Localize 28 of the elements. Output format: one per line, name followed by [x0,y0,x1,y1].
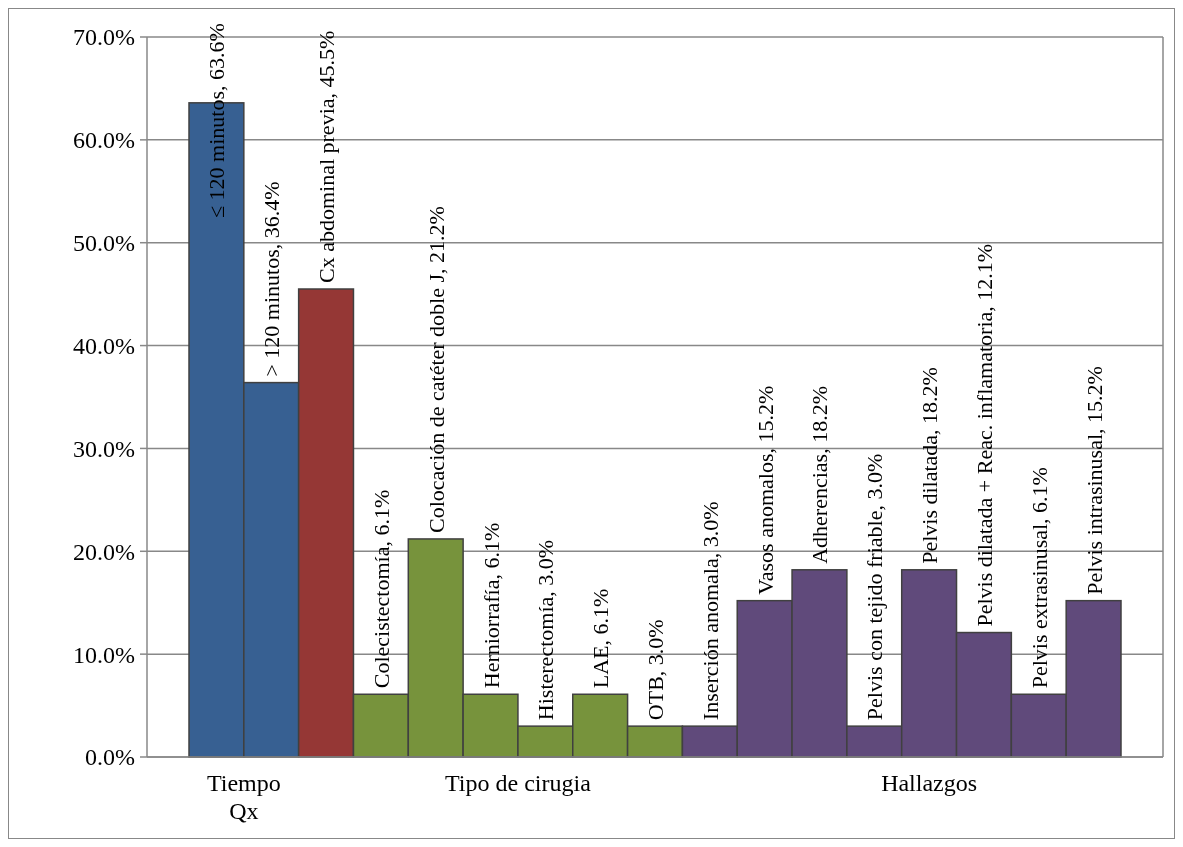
y-tick-label: 60.0% [73,127,135,154]
text: Hallazgos [881,770,978,796]
data-label: Pelvis dilatada + Reac. inflamatoria, 12.1% [971,243,997,627]
data-label: ≤ 120 minutos, 63.6% [204,23,230,218]
data-label: Colecistectomía, 6.1% [368,489,394,689]
y-tick-label: 0.0% [85,744,135,771]
y-tick-label: 70.0% [73,24,135,51]
data-label: OTB, 3.0% [643,619,668,721]
data-label: Pelvis intrasinusal, 15.2% [1081,366,1107,595]
y-tick-label: 10.0% [73,641,135,668]
data-label: Histerectomía, 3.0% [533,539,559,721]
y-tick-label: 30.0% [73,435,135,462]
data-label: Vasos anomalos, 15.2% [752,385,778,595]
text: Tipo de cirugia [445,770,592,796]
data-label: LAE, 6.1% [588,588,614,689]
data-label: > 120 minutos, 36.4% [259,181,285,377]
text: Tiempo Qx [206,770,281,824]
data-label: Pelvis dilatada, 18.2% [917,367,943,564]
data-label: Herniorrafía, 6.1% [478,522,504,689]
data-label: Adherencias, 18.2% [807,386,833,564]
data-label: Inserción anomala, 3.0% [697,501,723,721]
data-label: Cx abdominal previa, 45.5% [314,30,340,283]
y-tick-label: 20.0% [73,538,135,565]
y-tick-label: 50.0% [73,230,135,257]
data-label: Pelvis con tejido friable, 3.0% [862,453,888,721]
y-tick-label: 40.0% [73,332,135,359]
data-label: Colocación de catéter doble J, 21.2% [423,206,449,533]
data-label: Pelvis extrasinusal, 6.1% [1026,467,1052,689]
